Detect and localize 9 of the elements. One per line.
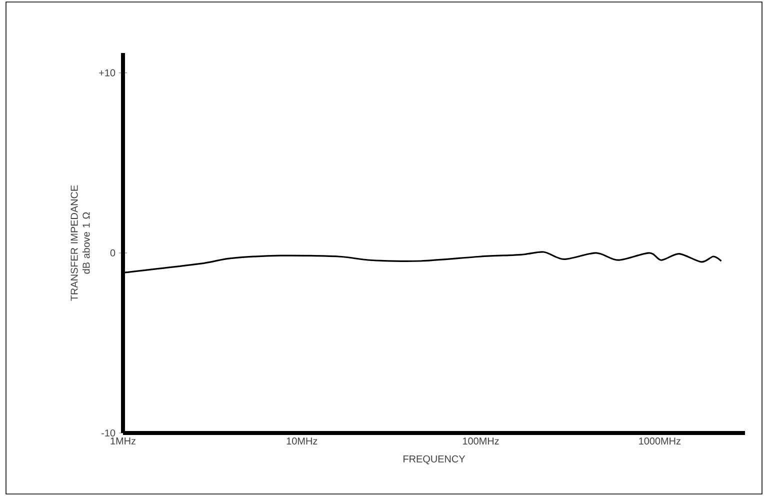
x-tick-label: 1000MHz [639,438,680,445]
x-axis-title: FREQUENCY [404,455,466,464]
y-axis-title: TRANSFER IMPEDANCE dB above 1 Ω [70,185,90,301]
y-tick-label: +10 [99,69,116,76]
y-tick-label: 0 [110,249,116,256]
x-tick-label: 10MHz [286,438,318,445]
y-tick-label: -10 [102,429,116,437]
x-tick-label: 100MHz [462,438,499,445]
x-tick-label: 1MHz [110,438,136,444]
